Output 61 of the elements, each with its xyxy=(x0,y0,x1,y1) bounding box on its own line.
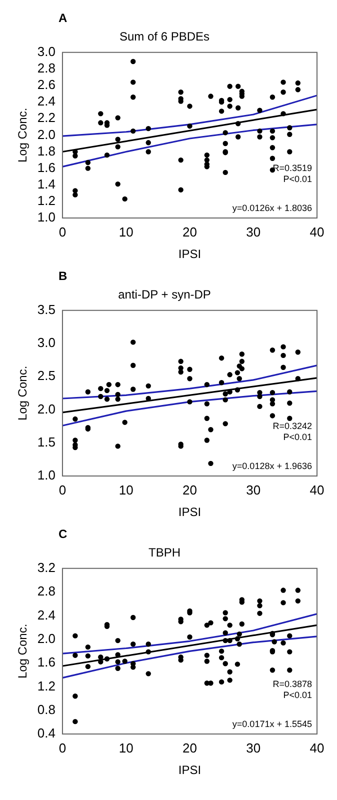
y-tick-label: 2.4 xyxy=(37,94,56,109)
y-tick-label: 2.8 xyxy=(37,584,56,599)
y-tick-label: 1.0 xyxy=(37,210,56,225)
annotation: P<0.01 xyxy=(283,690,312,700)
x-tick-label: 10 xyxy=(118,740,134,756)
x-tick-label: 0 xyxy=(58,740,66,756)
annotation: R=0.3519 xyxy=(272,163,312,173)
annotation: y=0.0128x + 1.9636 xyxy=(232,461,312,471)
y-tick-label: 3.2 xyxy=(37,560,56,575)
y-tick-label: 1.4 xyxy=(37,176,56,192)
x-axis-title: IPSI xyxy=(178,247,202,262)
y-tick-label: 3.0 xyxy=(37,335,56,350)
x-tick-label: 30 xyxy=(246,740,261,756)
y-tick-label: 1.6 xyxy=(37,654,56,670)
x-tick-label: 30 xyxy=(246,482,261,498)
chart-title: TBPH xyxy=(148,546,181,560)
y-tick-label: 0.4 xyxy=(37,726,56,741)
x-tick-label: 20 xyxy=(182,482,197,498)
y-tick-label: 0.8 xyxy=(37,702,56,717)
y-tick-label: 1.8 xyxy=(37,143,56,158)
text: B xyxy=(58,269,68,283)
x-tick-label: 40 xyxy=(310,482,324,498)
y-tick-label: 1.2 xyxy=(37,678,56,694)
x-tick-label: 40 xyxy=(310,740,324,756)
annotation: y=0.0171x + 1.5545 xyxy=(232,719,312,729)
annotation: P<0.01 xyxy=(283,432,312,442)
chart-title: anti-DP + syn-DP xyxy=(118,288,211,302)
y-tick-label: 1.2 xyxy=(37,193,56,208)
y-tick-label: 1.0 xyxy=(37,468,56,483)
x-tick-label: 40 xyxy=(310,224,324,240)
y-axis-title: Log Conc. xyxy=(16,624,30,679)
annotation: R=0.3242 xyxy=(272,421,312,431)
x-tick-label: 20 xyxy=(182,224,197,240)
y-tick-label: 2.0 xyxy=(37,126,56,142)
annotation: y=0.0126x + 1.8036 xyxy=(232,203,312,213)
y-tick-label: 1.5 xyxy=(37,434,56,450)
x-axis-title: IPSI xyxy=(178,505,202,520)
y-tick-label: 2.6 xyxy=(37,77,56,92)
text: C xyxy=(58,527,68,541)
y-tick-label: 2.5 xyxy=(37,368,56,384)
y-tick-label: 2.0 xyxy=(37,630,56,646)
y-axis-title: Log Conc. xyxy=(16,366,30,421)
x-tick-label: 30 xyxy=(246,224,261,240)
y-tick-label: 2.4 xyxy=(37,607,56,622)
y-tick-label: 1.6 xyxy=(37,160,56,175)
x-tick-label: 10 xyxy=(118,482,134,498)
x-axis-title: IPSI xyxy=(178,763,202,778)
y-tick-label: 2.8 xyxy=(37,60,56,76)
x-tick-label: 0 xyxy=(58,224,66,240)
text: A xyxy=(58,11,68,25)
annotation: R=0.3878 xyxy=(272,679,312,689)
x-tick-label: 10 xyxy=(118,224,134,240)
y-tick-label: 3.0 xyxy=(37,44,56,59)
y-tick-label: 2.0 xyxy=(37,401,56,416)
y-tick-label: 2.2 xyxy=(37,110,56,126)
y-tick-label: 3.5 xyxy=(37,302,56,317)
y-axis-title: Log Conc. xyxy=(16,108,30,163)
annotation: P<0.01 xyxy=(283,174,312,184)
x-tick-label: 20 xyxy=(182,740,197,756)
x-tick-label: 0 xyxy=(58,482,66,498)
chart-title: Sum of 6 PBDEs xyxy=(119,30,210,44)
